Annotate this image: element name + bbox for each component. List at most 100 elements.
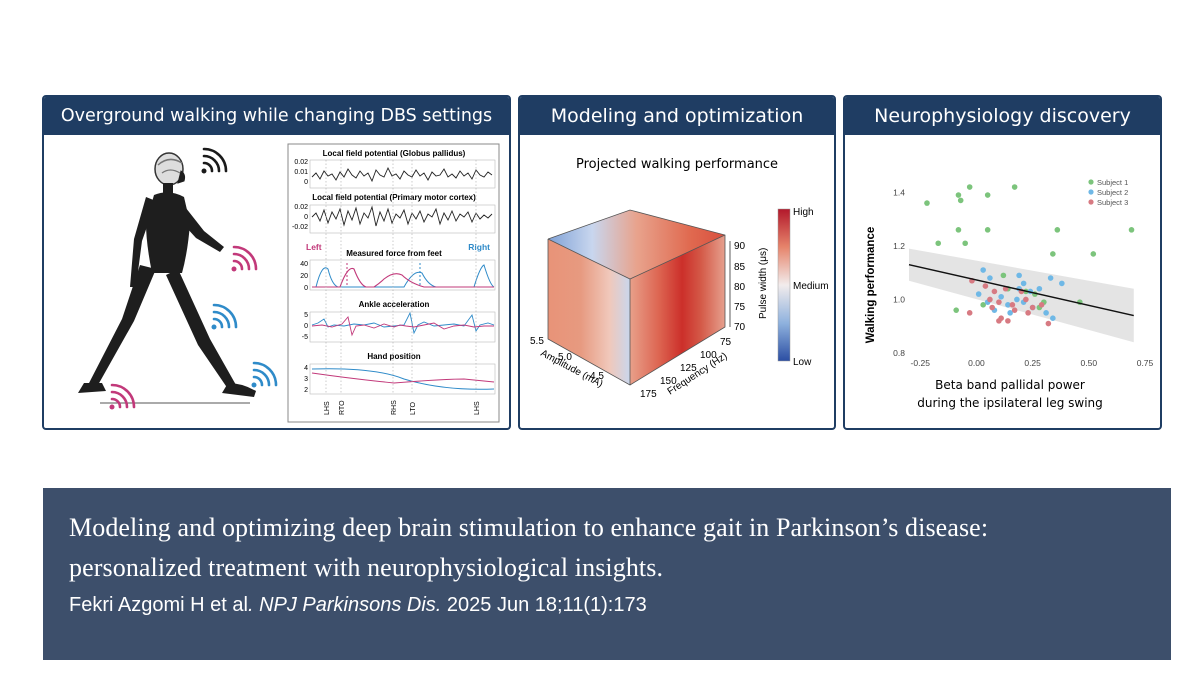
colorbar (777, 208, 791, 362)
legend-label: Subject 1 (1097, 178, 1128, 187)
scatter-point (991, 288, 998, 295)
cube-top-face (548, 210, 725, 279)
scatter-point (966, 184, 973, 190)
trace-title-m1: Local field potential (Primary motor cor… (312, 193, 476, 202)
trace-tick: 40 (300, 261, 308, 268)
x-tick-label: 0.75 (1137, 358, 1154, 368)
citation-banner: Modeling and optimizing deep brain stimu… (43, 488, 1171, 660)
citation-authors: Fekri Azgomi H et al (69, 594, 248, 616)
scatter-xlabel-line1: Beta band pallidal power (935, 378, 1085, 392)
scatter-point (980, 302, 986, 308)
cube-side-face (630, 235, 725, 385)
scatter-point (987, 296, 993, 303)
trace-tick: 0 (304, 214, 308, 221)
sensor-icon-right-ankle (251, 361, 278, 388)
scatter-point (1043, 310, 1049, 316)
trace-title-hand: Hand position (367, 352, 420, 361)
event-label: LHS (324, 401, 331, 415)
scatter-point (935, 240, 942, 247)
scatter-point (996, 318, 1002, 324)
citation-journal: . NPJ Parkinsons Dis. (247, 594, 442, 616)
trace-tick: 0 (304, 179, 308, 186)
legend-label: Subject 3 (1097, 198, 1128, 207)
scatter-chart: Walking performance Beta band pallidal p… (865, 178, 1154, 410)
scatter-point (1036, 285, 1043, 292)
scatter-xlabel-line2: during the ipsilateral leg swing (917, 396, 1103, 410)
cube-front-face (548, 239, 630, 385)
trace-tick: -5 (302, 334, 308, 341)
y-tick-label: 0.8 (893, 348, 905, 358)
trace-tick: 0.02 (294, 159, 308, 166)
scatter-point (955, 192, 962, 198)
walking-panel: Overground walking while changing DBS se… (42, 95, 511, 430)
sensor-icon-left-ankle (109, 383, 136, 410)
trace-tick: 20 (300, 273, 308, 280)
trace-tick: 0.02 (294, 204, 308, 211)
y-tick-label: 1.2 (893, 241, 905, 251)
pulse-tick: 70 (734, 322, 746, 333)
trace-tick: 5 (304, 312, 308, 319)
citation-details: 2025 Jun 18;11(1):173 (441, 594, 647, 616)
trace-title-force: Measured force from feet (346, 249, 442, 258)
sensor-icon-hip (211, 303, 238, 330)
scatter-point (980, 267, 986, 273)
force-left-label: Left (306, 242, 322, 252)
scatter-point (1007, 310, 1013, 316)
ankle-line-right (311, 311, 495, 335)
scatter-point (1005, 318, 1011, 324)
trace-tick: 4 (304, 365, 308, 372)
paper-title-line2: personalized treatment with neurophysiol… (69, 553, 664, 582)
pulse-tick: 90 (734, 241, 746, 252)
trace-tick: 0.01 (294, 169, 308, 176)
modeling-panel-title: Modeling and optimization (520, 97, 834, 135)
hand-line-pink (311, 372, 495, 384)
force-line-right (312, 264, 495, 288)
colorbar-medium-label: Medium (793, 281, 829, 292)
scatter-point (996, 299, 1002, 305)
regression-line (908, 263, 1134, 317)
scatter-point (1009, 302, 1016, 308)
trace-tick: 2 (304, 387, 308, 394)
scatter-point (1038, 302, 1045, 308)
sensor-icon-head (201, 147, 228, 174)
scatter-point (1025, 310, 1031, 316)
scatter-point (982, 283, 989, 289)
scatter-point (984, 192, 991, 198)
frequency-tick: 150 (660, 376, 677, 387)
scatter-point (984, 227, 991, 233)
trace-tick: 0 (304, 285, 308, 292)
scatter-point (955, 227, 962, 233)
scatter-point (1050, 315, 1056, 321)
scatter-point (924, 200, 930, 206)
trace-tick: 0 (304, 323, 308, 330)
scatter-point (953, 307, 959, 313)
frequency-tick: 100 (700, 350, 717, 361)
scatter-point (1029, 304, 1036, 311)
trace-line-m1 (311, 205, 493, 227)
force-right-label: Right (468, 242, 490, 252)
trace-title-gp: Local field potential (Globus pallidus) (323, 149, 466, 158)
legend-marker (1088, 199, 1094, 205)
trace-tick: 3 (304, 376, 308, 383)
amplitude-tick: 5.5 (530, 336, 544, 347)
scatter-point (1005, 302, 1011, 308)
pulse-tick: 80 (734, 282, 746, 293)
x-tick-label: -0.25 (911, 358, 931, 368)
discovery-panel: Neurophysiology discovery Walking perfor… (843, 95, 1162, 430)
frequency-tick: 175 (640, 389, 657, 400)
event-label: LHS (474, 401, 481, 415)
trace-tick: -0.02 (292, 224, 308, 231)
x-tick-label: 0.50 (1081, 358, 1098, 368)
walking-figure: Local field potential (Globus pallidus) … (78, 143, 500, 423)
trace-line-gp (311, 166, 493, 183)
x-tick-label: 0.00 (968, 358, 985, 368)
modeling-panel: Modeling and optimization (518, 95, 836, 430)
pulse-tick: 85 (734, 262, 746, 273)
hand-line-blue (311, 368, 495, 390)
scatter-point (957, 197, 964, 204)
frequency-tick: 125 (680, 363, 697, 374)
scatter-point (962, 240, 968, 247)
walking-person-illustration (78, 152, 256, 404)
legend-marker (1088, 189, 1094, 195)
scatter-point (975, 291, 982, 297)
